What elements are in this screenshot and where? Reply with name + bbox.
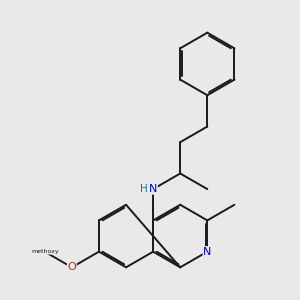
Text: O: O	[68, 262, 76, 272]
Text: N: N	[203, 247, 212, 257]
Text: N: N	[149, 184, 157, 194]
Text: H: H	[140, 184, 148, 194]
Text: methoxy: methoxy	[31, 249, 58, 254]
